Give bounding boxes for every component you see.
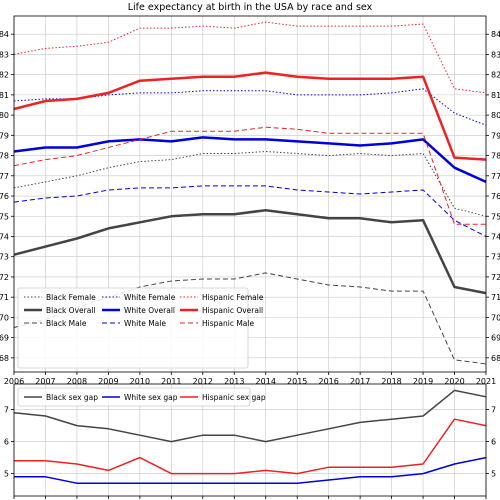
legend-label: Black sex gap (46, 393, 98, 402)
series-line-hispanic-male (13, 126, 486, 225)
y-tick-label-right: 70 (491, 313, 500, 322)
y-tick-label-left: 80 (0, 111, 9, 120)
legend-label: White Female (124, 293, 176, 302)
y-tick-label-right: 79 (491, 131, 500, 140)
series-line-hispanic-female (13, 21, 487, 94)
chart-title: Life expectancy at birth in the USA by r… (128, 2, 373, 13)
legend-box (17, 387, 251, 407)
y-tick-label-right: 84 (491, 30, 500, 39)
y-tick-label-left: 78 (0, 152, 9, 161)
y-tick-label-left: 7 (4, 406, 9, 415)
legend-label: Black Female (46, 293, 96, 302)
legend-label: White sex gap (124, 393, 178, 402)
legend-label: White Male (124, 319, 166, 328)
y-tick-label-left: 77 (0, 172, 9, 181)
y-tick-label-right: 6 (491, 438, 496, 447)
legend-label: Black Male (46, 319, 87, 328)
x-tick-label: 2019 (413, 377, 433, 386)
x-tick-label: 2013 (224, 377, 244, 386)
x-tick-label: 2015 (287, 377, 307, 386)
x-tick-label: 2007 (35, 377, 55, 386)
y-tick-label-left: 74 (0, 232, 9, 241)
x-tick-label: 2018 (381, 377, 401, 386)
y-tick-label-right: 68 (491, 354, 500, 363)
sex-gap-chart-panel: 5 5 6 6 7 7 Black sex gap White sex gap Hispanic… (4, 383, 496, 499)
y-tick-label-right: 76 (491, 192, 500, 201)
y-tick-label-left: 81 (0, 91, 9, 100)
series-line-hispanic-overall (13, 71, 487, 161)
x-tick-label: 2014 (256, 377, 276, 386)
y-tick-label-right: 83 (491, 50, 500, 59)
series-line-white-male (13, 185, 487, 237)
y-tick-label-left: 84 (0, 30, 9, 39)
x-tick-label: 2021 (476, 377, 496, 386)
y-tick-label-left: 73 (0, 253, 9, 262)
x-tick-label: 2008 (67, 377, 87, 386)
y-tick-label-right: 78 (491, 152, 500, 161)
series-line-black-overall (13, 208, 487, 295)
y-tick-label-left: 71 (0, 293, 9, 302)
legend-label: Hispanic Female (202, 293, 264, 302)
series-line-white-overall (13, 136, 487, 184)
x-tick-label: 2010 (130, 377, 150, 386)
y-tick-label-right: 81 (491, 91, 500, 100)
x-tick-label: 2017 (350, 377, 370, 386)
y-tick-label-left: 70 (0, 313, 9, 322)
legend-box (17, 287, 249, 369)
legend-label: Hispanic sex gap (202, 393, 266, 402)
y-tick-label-left: 68 (0, 354, 9, 363)
y-tick-label-left: 82 (0, 71, 9, 80)
y-tick-label-right: 80 (491, 111, 500, 120)
y-tick-label-right: 77 (491, 172, 500, 181)
x-tick-label: 2016 (318, 377, 338, 386)
y-tick-label-left: 69 (0, 334, 9, 343)
x-tick-label: 2009 (98, 377, 118, 386)
y-tick-label-left: 72 (0, 273, 9, 282)
y-tick-label-right: 72 (491, 273, 500, 282)
series-line-black-sex-gap (13, 389, 487, 443)
series-line-black-female (13, 151, 487, 217)
y-tick-label-right: 71 (491, 293, 500, 302)
plot-frame (13, 383, 487, 497)
legend-label: White Overall (124, 306, 175, 315)
legend-label: Hispanic Male (202, 319, 254, 328)
y-tick-label-right: 82 (491, 71, 500, 80)
series-line-hispanic-sex-gap (14, 418, 487, 475)
y-tick-label-left: 79 (0, 131, 9, 140)
x-tick-label: 2011 (161, 377, 181, 386)
x-tick-label: 2020 (444, 377, 464, 386)
series-line-white-sex-gap (14, 456, 487, 484)
x-tick-label: 2006 (4, 377, 24, 386)
y-tick-label-right: 5 (491, 470, 496, 479)
x-tick-label: 2012 (193, 377, 213, 386)
y-tick-label-right: 7 (491, 406, 496, 415)
y-tick-label-right: 69 (491, 334, 500, 343)
y-tick-label-left: 83 (0, 50, 9, 59)
legend-label: Black Overall (46, 306, 95, 315)
y-tick-label-right: 73 (491, 253, 500, 262)
y-tick-label-left: 75 (0, 212, 9, 221)
y-tick-label-left: 6 (4, 438, 9, 447)
plot-frame (13, 15, 487, 373)
y-tick-label-left: 5 (4, 470, 9, 479)
main-chart-panel: 68 68 69 69 70 70 71 71 72 72 73 73 74 74 75 75 76 76 77 77… (0, 15, 500, 386)
y-tick-label-right: 74 (491, 232, 500, 241)
legend-label: Hispanic Overall (202, 306, 263, 315)
y-tick-label-right: 75 (491, 212, 500, 221)
y-tick-label-left: 76 (0, 192, 9, 201)
series-line-white-female (13, 88, 487, 126)
